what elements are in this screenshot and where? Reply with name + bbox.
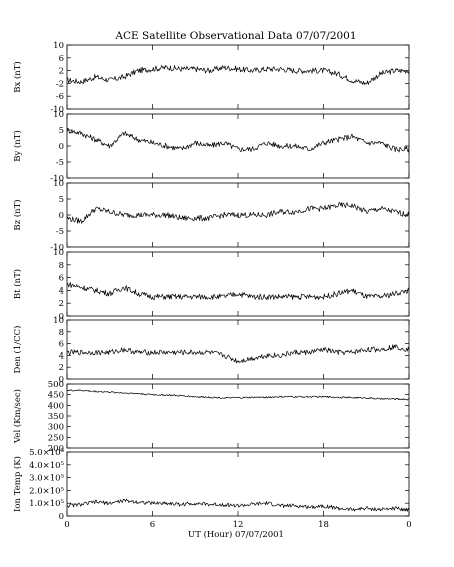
panel-1: 10 6 2 -2 -6 -10 Bx (nT) (12, 41, 410, 115)
y-tick-label: 400 (48, 401, 64, 411)
y-tick-label: 3.0×10⁵ (29, 474, 64, 484)
series-line (66, 344, 410, 364)
y-tick-label: 5 (59, 195, 64, 205)
y-tick-label: 300 (48, 423, 64, 433)
panel-frame (66, 113, 410, 179)
y-tick-label: 5 (59, 126, 64, 136)
y-tick-label: 0 (59, 142, 64, 152)
y-tick-label: 6 (59, 340, 64, 350)
y-tick-label: 10 (53, 41, 64, 51)
y-tick-label: -10 (50, 174, 64, 184)
y-tick-label: 4 (59, 351, 64, 361)
panel-frame (66, 383, 410, 449)
y-tick-label: 0 (59, 512, 64, 522)
y-tick-label: 8 (59, 261, 64, 271)
y-tick-label: 450 (48, 391, 64, 401)
y-tick-label: -10 (50, 243, 64, 253)
y-tick-label: 5.0×10⁵ (29, 448, 64, 458)
x-axis-label: UT (Hour) 07/07/2001 (188, 529, 284, 540)
panel-7: 5.0×10⁵ 4.0×10⁵ 3.0×10⁵ 2.0×10⁵ 1.0×10⁵ 0 Ion … (12, 448, 410, 522)
y-tick-label: -5 (56, 227, 64, 237)
panel-frame (66, 451, 410, 517)
y-tick-label: 4.0×10⁵ (29, 461, 64, 471)
panel-frame (66, 44, 410, 110)
y-tick-label: -6 (56, 92, 64, 102)
y-tick-label: 2 (59, 299, 64, 309)
y-tick-label: 6 (59, 274, 64, 284)
y-tick-label: 0 (59, 375, 64, 385)
panel-frame (66, 319, 410, 380)
y-tick-label: 500 (48, 380, 64, 390)
y-tick-label: 8 (59, 328, 64, 338)
x-tick-label: 0 (406, 520, 411, 530)
y-tick-label: -2 (56, 79, 64, 89)
y-tick-label: 1.0×10⁵ (29, 499, 64, 509)
y-tick-label: 2 (59, 67, 64, 77)
series-line (66, 282, 410, 301)
y-axis-label: Bt (nT) (12, 269, 23, 299)
panel-4: 10 8 6 4 2 0 Bt (nT) (12, 248, 410, 322)
series-line (66, 498, 410, 512)
y-tick-label: 6 (59, 54, 64, 64)
x-tick-label: 12 (233, 520, 244, 530)
y-tick-label: -5 (56, 158, 64, 168)
y-tick-label: 10 (53, 316, 64, 326)
x-tick-label: 18 (318, 520, 329, 530)
series-line (66, 389, 410, 401)
y-tick-label: -10 (50, 105, 64, 115)
y-tick-label: 4 (59, 286, 64, 296)
series-line (66, 64, 410, 85)
y-tick-label: 2.0×10⁵ (29, 486, 64, 496)
y-tick-label: 2 (59, 363, 64, 373)
y-tick-label: 250 (48, 433, 64, 443)
panel-2: 10 5 0 -5 -10 By (nT) (12, 110, 410, 184)
panel-frame (66, 251, 410, 317)
y-axis-label: Bx (nT) (12, 61, 23, 93)
y-axis-label: Den (1/CC) (12, 326, 23, 374)
x-tick-label: 0 (64, 520, 69, 530)
y-tick-label: 0 (59, 312, 64, 322)
y-tick-label: 10 (53, 110, 64, 120)
panel-3: 10 5 0 -5 -10 Bz (nT) (12, 179, 410, 253)
y-axis-label: By (nT) (12, 130, 23, 162)
y-axis-label: Vel (Km/sec) (12, 389, 23, 444)
y-axis-label: Ion Temp (K) (12, 456, 23, 512)
y-tick-label: 350 (48, 412, 64, 422)
y-tick-label: 0 (59, 211, 64, 221)
panels: 10 6 2 -2 -6 -10 Bx (nT) 10 5 0 -5 -10 By (nT) 10 5 0 -5… (12, 41, 412, 530)
series-line (66, 127, 410, 153)
chart-title: ACE Satellite Observational Data 07/07/2… (114, 30, 356, 42)
panel-5: 10 8 64 2 0 Den (1/CC) (12, 316, 410, 385)
y-tick-label: 200 (48, 444, 64, 454)
y-tick-label: 10 (53, 179, 64, 189)
x-tick-label: 6 (150, 520, 155, 530)
series-line (66, 202, 410, 224)
y-tick-label: 10 (53, 248, 64, 258)
y-axis-label: Bz (nT) (12, 199, 23, 230)
